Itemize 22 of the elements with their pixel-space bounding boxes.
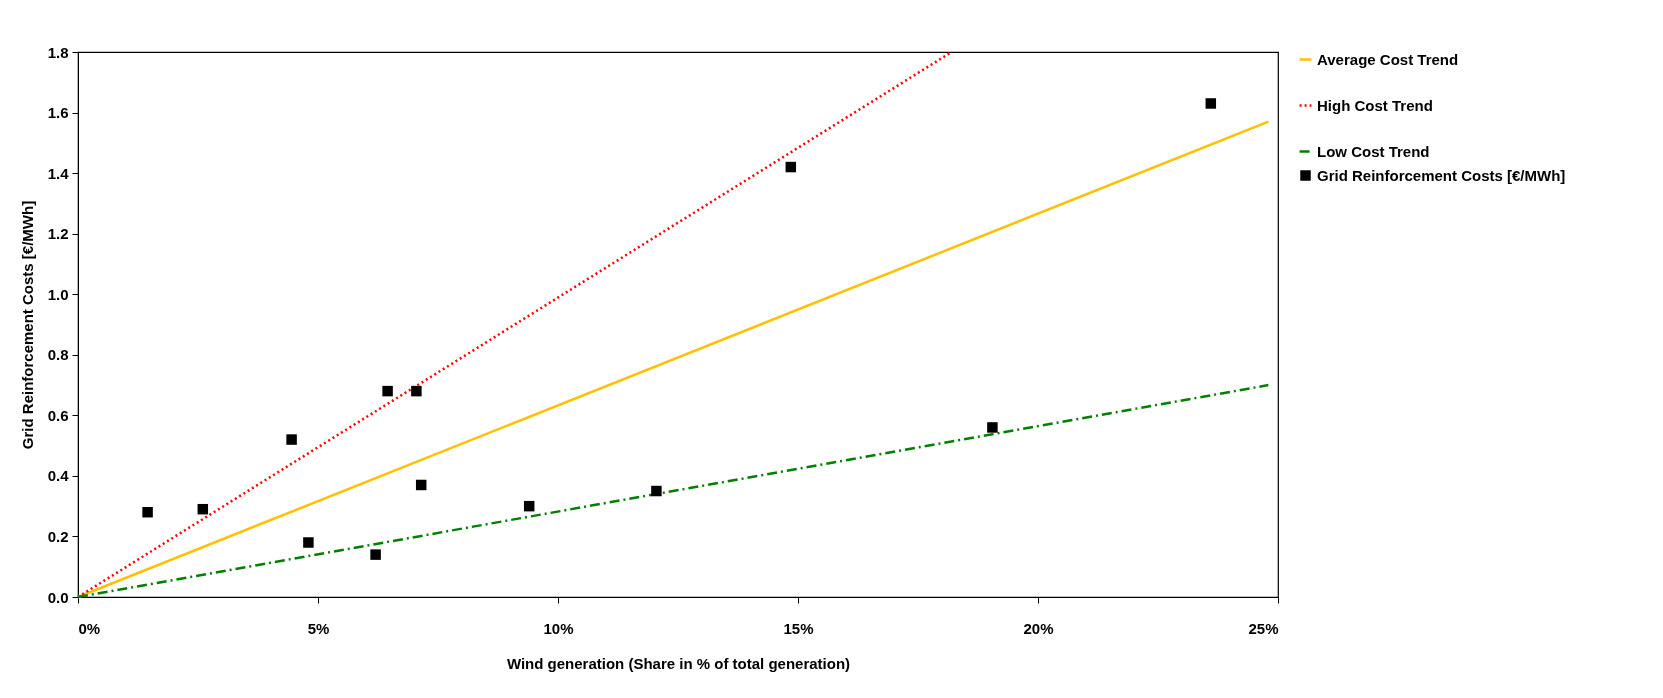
y-tick-label: 0.6 [47, 406, 69, 424]
x-tick-label: 25% [1248, 619, 1279, 637]
y-tick-label: 1.0 [47, 285, 69, 303]
y-tick-label: 1.4 [47, 164, 70, 182]
y-tick-label: 1.6 [47, 104, 69, 122]
x-tick-label: 20% [1023, 619, 1054, 637]
legend-label: Grid Reinforcement Costs [€/MWh] [1317, 166, 1566, 184]
x-tick-label: 15% [783, 619, 814, 637]
y-tick-label: 1.8 [47, 43, 69, 61]
y-tick-label: 0.8 [47, 346, 69, 364]
y-tick-label: 1.2 [47, 225, 69, 243]
legend-label: High Cost Trend [1317, 96, 1433, 114]
y-tick-label: 0.4 [47, 467, 70, 485]
x-tick-label: 10% [543, 619, 574, 637]
legend-label: Low Cost Trend [1317, 142, 1430, 160]
legend-label: Average Cost Trend [1317, 50, 1459, 68]
x-axis-title: Wind generation (Share in % of total generation) [506, 654, 851, 672]
y-tick-label: 0.2 [47, 527, 69, 545]
x-tick-label: 0% [78, 619, 101, 637]
y-tick-label: 0.0 [47, 588, 69, 606]
y-axis-title: Grid Reinforcement Costs [€/MWh] [18, 200, 36, 450]
x-tick-label: 5% [307, 619, 330, 637]
